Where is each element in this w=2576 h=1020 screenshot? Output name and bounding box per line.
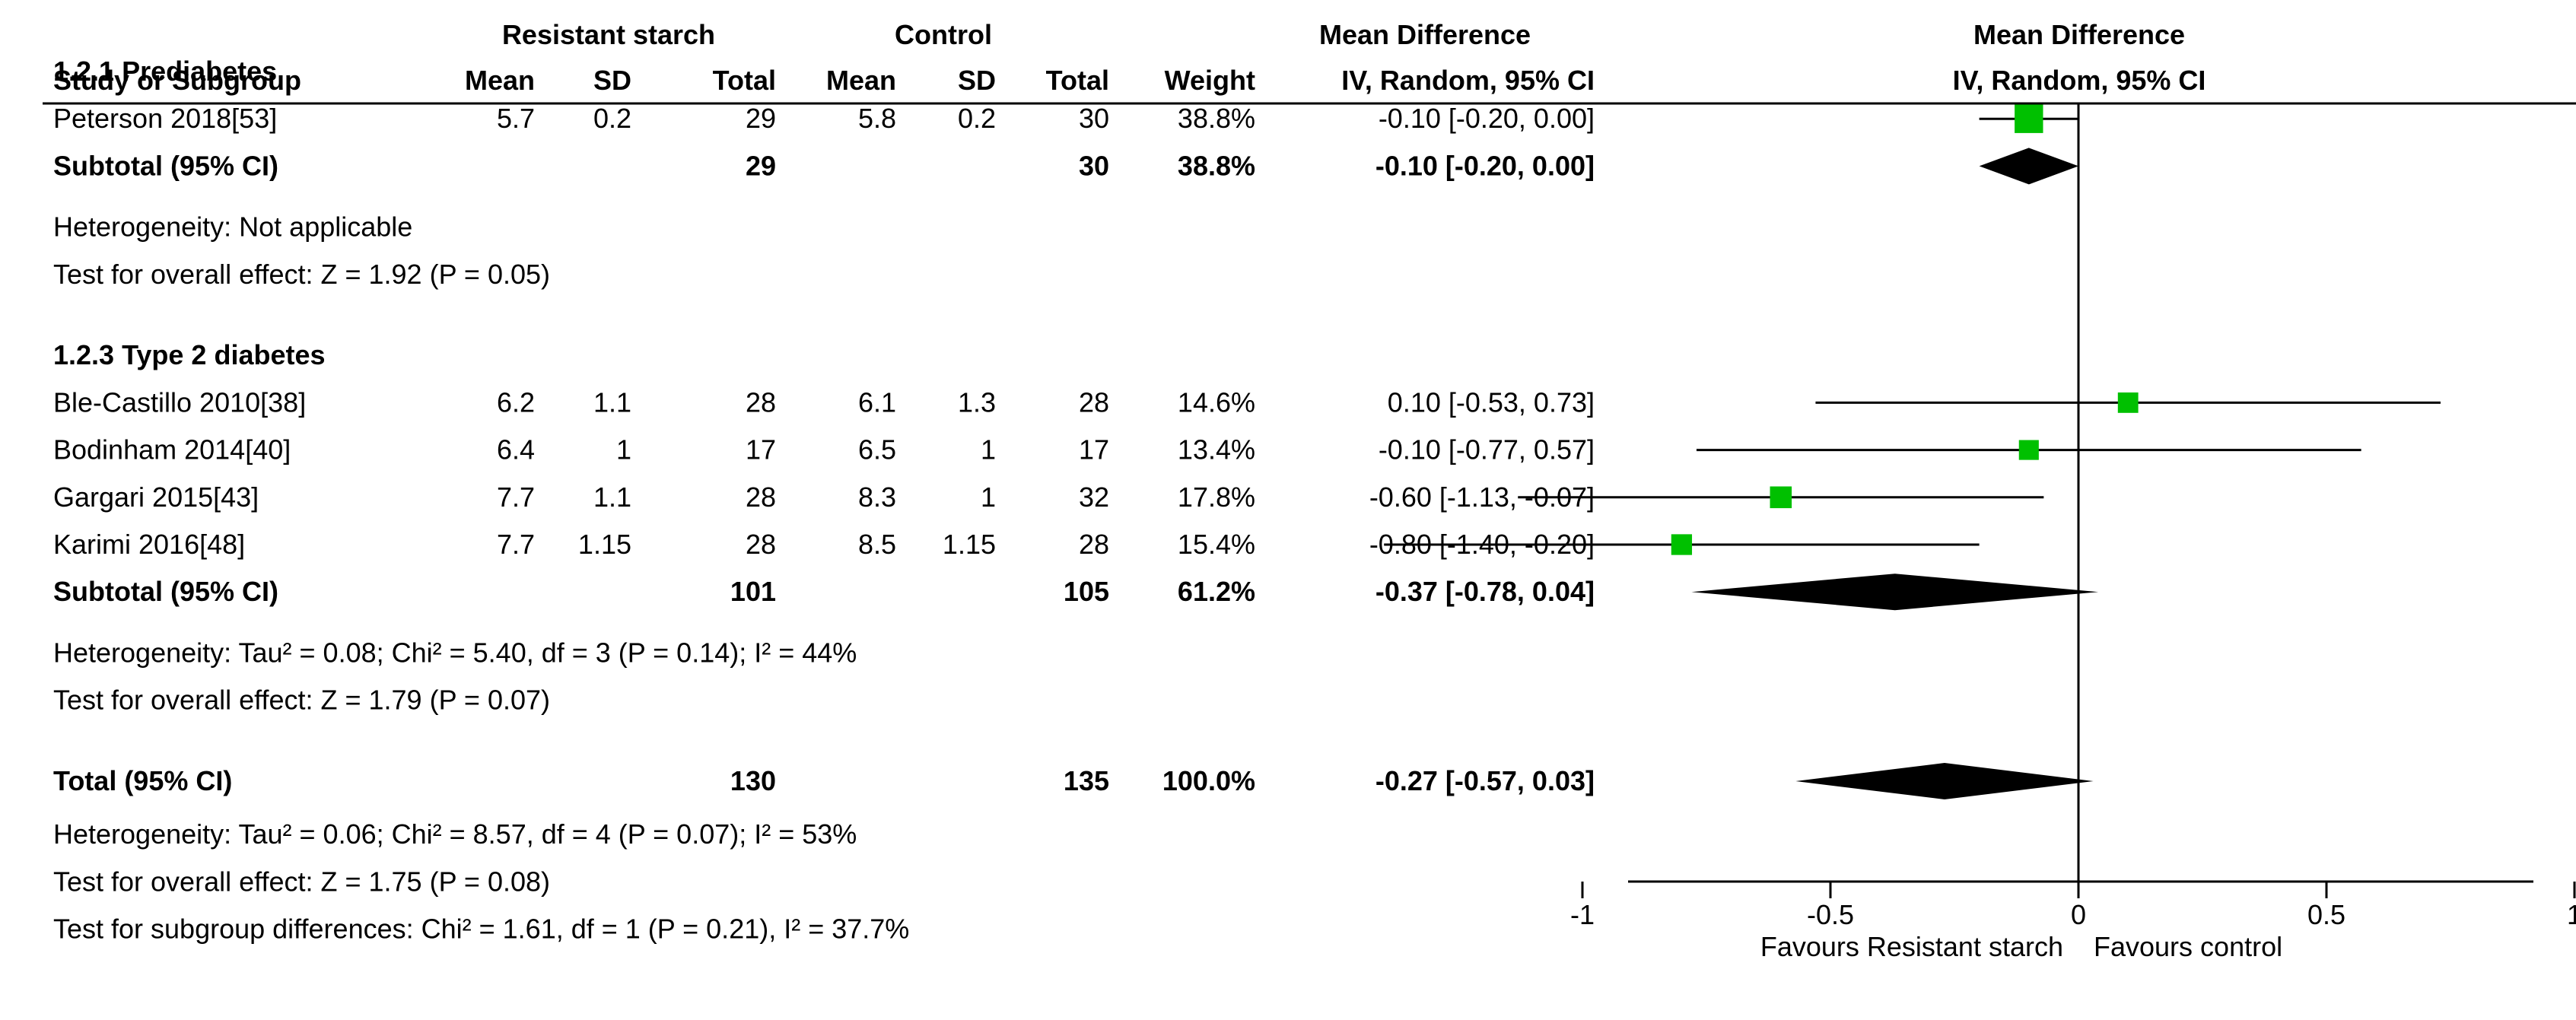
study-name: Ble-Castillo 2010[38] bbox=[53, 386, 306, 418]
plot-title: Mean Difference bbox=[1973, 19, 2185, 50]
ctrl-total: 30 bbox=[1079, 103, 1109, 134]
effect-title: Mean Difference bbox=[1319, 19, 1531, 50]
column-header: Weight bbox=[1165, 65, 1255, 96]
ctrl-total: 32 bbox=[1079, 481, 1109, 513]
exp-total: 28 bbox=[746, 481, 776, 513]
subgroup-note: Heterogeneity: Not applicable bbox=[53, 211, 412, 243]
x-tick-label: -0.5 bbox=[1807, 899, 1854, 930]
exp-total: 17 bbox=[746, 434, 776, 466]
point-estimate bbox=[1671, 534, 1693, 555]
summary-diamond bbox=[1795, 763, 2094, 799]
exp-sd: 1.1 bbox=[593, 386, 631, 418]
subgroup-title: 1.2.1 Prediabetes bbox=[53, 56, 277, 87]
summary-ci: -0.37 [-0.78, 0.04] bbox=[1375, 576, 1595, 607]
summary-diamond bbox=[1979, 148, 2078, 185]
summary-weight: 38.8% bbox=[1178, 150, 1255, 181]
ctrl-sd: 1.3 bbox=[958, 386, 996, 418]
ctrl-sd: 1 bbox=[981, 434, 996, 466]
study-ci: -0.10 [-0.20, 0.00] bbox=[1379, 103, 1595, 134]
x-tick-label: 0.5 bbox=[2307, 899, 2345, 930]
study-name: Karimi 2016[48] bbox=[53, 529, 245, 560]
summary-ctrl-total: 135 bbox=[1064, 765, 1109, 796]
plot-method: IV, Random, 95% CI bbox=[1953, 65, 2206, 96]
summary-exp-total: 29 bbox=[746, 150, 776, 181]
column-header: SD bbox=[593, 65, 631, 96]
total-note: Test for overall effect: Z = 1.75 (P = 0… bbox=[53, 866, 550, 897]
ctrl-mean: 6.1 bbox=[858, 386, 896, 418]
group2-header: Control bbox=[895, 19, 992, 50]
summary-label: Total (95% CI) bbox=[53, 765, 232, 796]
summary-exp-total: 101 bbox=[730, 576, 776, 607]
exp-mean: 7.7 bbox=[497, 529, 535, 560]
column-header: IV, Random, 95% CI bbox=[1341, 65, 1595, 96]
summary-ci: -0.27 [-0.57, 0.03] bbox=[1375, 765, 1595, 796]
summary-diamond bbox=[1691, 574, 2099, 611]
exp-total: 28 bbox=[746, 529, 776, 560]
study-weight: 14.6% bbox=[1178, 386, 1255, 418]
ctrl-total: 17 bbox=[1079, 434, 1109, 466]
column-header: SD bbox=[958, 65, 996, 96]
point-estimate bbox=[2117, 392, 2139, 413]
point-estimate bbox=[2018, 440, 2039, 460]
total-note: Heterogeneity: Tau² = 0.06; Chi² = 8.57,… bbox=[53, 818, 857, 850]
favours-left: Favours Resistant starch bbox=[1760, 931, 2063, 962]
study-weight: 15.4% bbox=[1178, 529, 1255, 560]
study-name: Peterson 2018[53] bbox=[53, 103, 277, 134]
exp-total: 29 bbox=[746, 103, 776, 134]
subgroup-note: Test for overall effect: Z = 1.79 (P = 0… bbox=[53, 685, 550, 716]
study-weight: 13.4% bbox=[1178, 434, 1255, 466]
x-tick-label: -1 bbox=[1570, 899, 1595, 930]
exp-total: 28 bbox=[746, 386, 776, 418]
ctrl-sd: 1.15 bbox=[943, 529, 996, 560]
ctrl-mean: 8.5 bbox=[858, 529, 896, 560]
exp-sd: 0.2 bbox=[593, 103, 631, 134]
summary-weight: 100.0% bbox=[1162, 765, 1255, 796]
exp-mean: 6.4 bbox=[497, 434, 535, 466]
exp-mean: 6.2 bbox=[497, 386, 535, 418]
summary-label: Subtotal (95% CI) bbox=[53, 576, 278, 607]
x-tick-label: 0 bbox=[2071, 899, 2086, 930]
column-header: Total bbox=[713, 65, 776, 96]
favours-right: Favours control bbox=[2094, 931, 2282, 962]
study-ci: -0.10 [-0.77, 0.57] bbox=[1379, 434, 1595, 466]
study-ci: 0.10 [-0.53, 0.73] bbox=[1388, 386, 1595, 418]
group1-header: Resistant starch bbox=[502, 19, 715, 50]
exp-sd: 1 bbox=[616, 434, 631, 466]
study-name: Bodinham 2014[40] bbox=[53, 434, 291, 466]
ctrl-sd: 1 bbox=[981, 481, 996, 513]
column-header: Mean bbox=[826, 65, 896, 96]
exp-mean: 7.7 bbox=[497, 481, 535, 513]
summary-ctrl-total: 105 bbox=[1064, 576, 1109, 607]
x-tick-label: 1 bbox=[2567, 899, 2576, 930]
ctrl-mean: 6.5 bbox=[858, 434, 896, 466]
ctrl-mean: 8.3 bbox=[858, 481, 896, 513]
summary-ctrl-total: 30 bbox=[1079, 150, 1109, 181]
summary-label: Subtotal (95% CI) bbox=[53, 150, 278, 181]
subgroup-note: Test for overall effect: Z = 1.92 (P = 0… bbox=[53, 259, 550, 290]
subgroup-note: Heterogeneity: Tau² = 0.08; Chi² = 5.40,… bbox=[53, 637, 857, 668]
point-estimate bbox=[1770, 486, 1792, 509]
summary-exp-total: 130 bbox=[730, 765, 776, 796]
exp-mean: 5.7 bbox=[497, 103, 535, 134]
column-header: Total bbox=[1046, 65, 1109, 96]
total-note: Test for subgroup differences: Chi² = 1.… bbox=[53, 914, 909, 945]
study-weight: 38.8% bbox=[1178, 103, 1255, 134]
column-header: Study or Subgroup bbox=[53, 65, 301, 96]
exp-sd: 1.15 bbox=[578, 529, 631, 560]
summary-ci: -0.10 [-0.20, 0.00] bbox=[1375, 150, 1595, 181]
subgroup-title: 1.2.3 Type 2 diabetes bbox=[53, 339, 326, 370]
ctrl-sd: 0.2 bbox=[958, 103, 996, 134]
column-header: Mean bbox=[465, 65, 535, 96]
ctrl-total: 28 bbox=[1079, 386, 1109, 418]
study-name: Gargari 2015[43] bbox=[53, 481, 259, 513]
study-weight: 17.8% bbox=[1178, 481, 1255, 513]
point-estimate bbox=[2015, 104, 2043, 133]
exp-sd: 1.1 bbox=[593, 481, 631, 513]
ctrl-total: 28 bbox=[1079, 529, 1109, 560]
summary-weight: 61.2% bbox=[1178, 576, 1255, 607]
ctrl-mean: 5.8 bbox=[858, 103, 896, 134]
